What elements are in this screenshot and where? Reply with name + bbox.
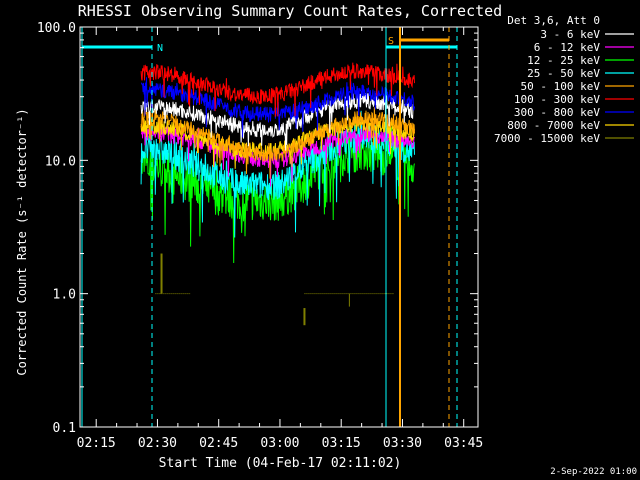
night-label: N: [157, 43, 163, 54]
x-axis-label: Start Time (04-Feb-17 02:11:02): [159, 456, 402, 471]
legend-label: 300 - 800 keV: [514, 106, 600, 119]
x-tick-label: 03:00: [260, 436, 299, 451]
legend-label: 12 - 25 keV: [527, 54, 600, 67]
legend-label: 50 - 100 keV: [521, 80, 601, 93]
plot-frame: [79, 26, 479, 428]
series-line-0: [140, 88, 415, 151]
series-line-3: [140, 110, 415, 238]
legend-label: 800 - 7000 keV: [507, 119, 600, 132]
x-tick-label: 03:45: [444, 436, 483, 451]
legend-label: 25 - 50 keV: [527, 67, 600, 80]
x-tick-label: 02:45: [199, 436, 238, 451]
axes: 0.1 1.0 10.0 100.0 02:15 02:30 02:45 03:00 03:15…: [37, 21, 483, 451]
y-tick-label: 1.0: [53, 288, 76, 303]
legend-label: 7000 - 15000 keV: [494, 132, 600, 145]
legend-title: Det 3,6, Att 0: [507, 14, 600, 27]
x-tick-label: 03:30: [383, 436, 422, 451]
legend-label: 3 - 6 keV: [540, 28, 600, 41]
series-line-5: [140, 62, 415, 117]
saa-label: S: [388, 36, 394, 47]
y-tick-label: 100.0: [37, 21, 76, 36]
x-tick-label: 02:30: [138, 436, 177, 451]
y-axis-label: Corrected Count Rate (s⁻¹ detector⁻¹): [15, 108, 29, 375]
series-line-4: [140, 107, 415, 179]
x-tick-label: 02:15: [77, 436, 116, 451]
plot-area: NS: [81, 27, 458, 427]
y-tick-label: 0.1: [53, 421, 76, 436]
footer-date: 2-Sep-2022 01:00: [550, 467, 637, 477]
legend-label: 100 - 300 keV: [514, 93, 600, 106]
legend-label: 6 - 12 keV: [534, 41, 601, 54]
y-tick-label: 10.0: [45, 154, 76, 169]
x-tick-label: 03:15: [322, 436, 361, 451]
chart-title: RHESSI Observing Summary Count Rates, Co…: [78, 2, 502, 20]
